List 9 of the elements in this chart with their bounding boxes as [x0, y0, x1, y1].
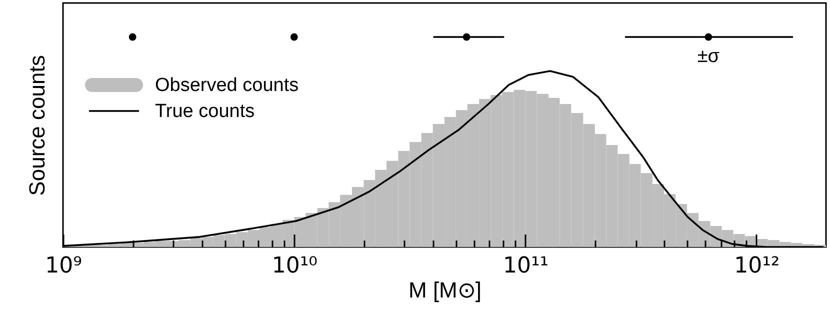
- x-tick-label: 10¹²: [734, 254, 780, 278]
- legend-label: True counts: [155, 101, 255, 122]
- annotation: ±σ: [697, 46, 720, 68]
- y-axis-title: Source counts: [24, 55, 50, 196]
- x-tick-label: 10¹¹: [502, 254, 549, 278]
- x-tick-label: 10¹⁰: [272, 254, 318, 278]
- x-axis-title: M [M⊙]: [408, 278, 482, 302]
- x-tick-label: 10⁹: [45, 254, 82, 278]
- legend-label: Observed counts: [155, 75, 299, 96]
